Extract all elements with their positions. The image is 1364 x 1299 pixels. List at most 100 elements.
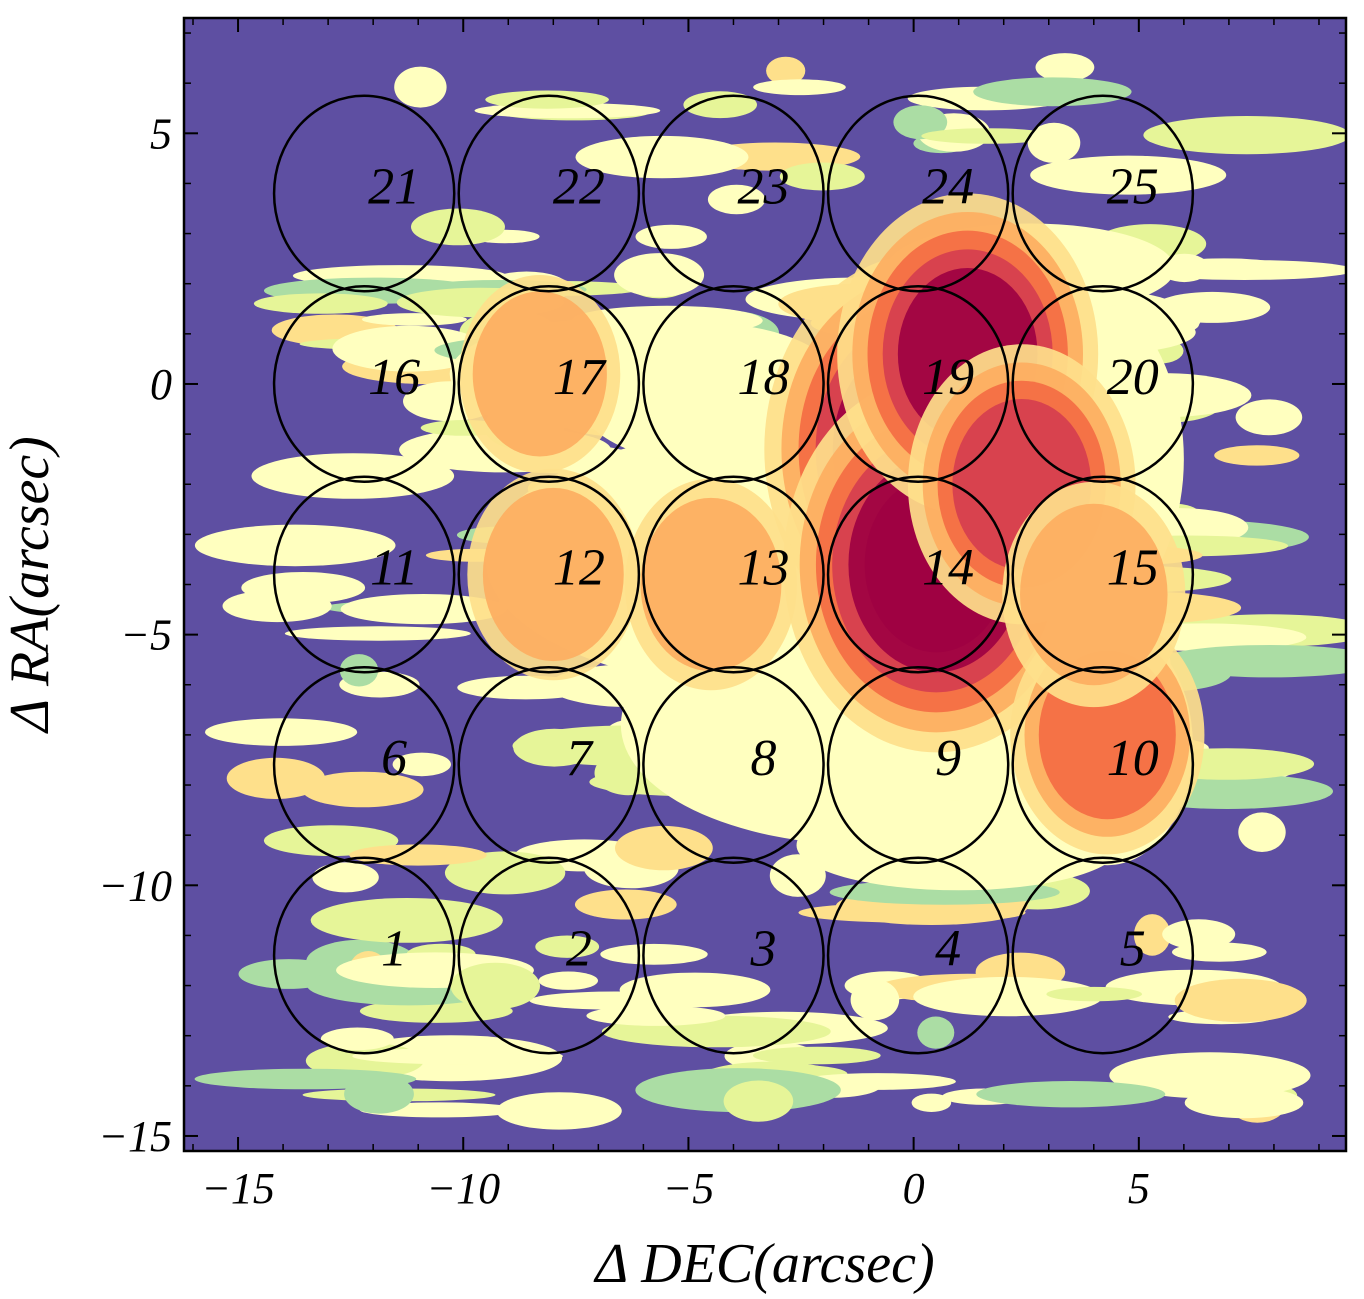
emission-streak [683, 91, 757, 119]
emission-streak [253, 293, 388, 314]
fiber-label-3: 3 [749, 920, 776, 977]
emission-streak [339, 654, 379, 687]
emission-streak [352, 1047, 563, 1065]
tick-layer: −15 −10 −5 0 5 −15 −10 −5 0 5 [98, 18, 1346, 1213]
fiber-label-7: 7 [566, 730, 594, 787]
fiber-label-20: 20 [1107, 349, 1159, 406]
x-tick-label: −10 [426, 1164, 500, 1213]
fiber-label-6: 6 [381, 730, 407, 787]
emission-contour [482, 487, 624, 662]
y-tick-label: 5 [150, 109, 172, 158]
emission-streak [615, 825, 713, 871]
fiber-label-16: 16 [368, 349, 420, 406]
fiber-label-8: 8 [750, 730, 776, 787]
fiber-circle-10 [1011, 665, 1195, 864]
x-tick-label: 0 [903, 1164, 925, 1213]
emission-streak [535, 935, 600, 958]
y-tick-label: −5 [120, 611, 172, 660]
fiber-label-10: 10 [1107, 730, 1159, 787]
fiber-label-2: 2 [566, 920, 592, 977]
emission-streak [917, 1016, 955, 1049]
fiber-circle-25 [1011, 94, 1195, 293]
fiber-circle-18 [642, 284, 825, 483]
emission-streak [752, 1046, 881, 1065]
fiber-circle-8 [642, 665, 825, 864]
emission-streak [893, 105, 948, 140]
fiber-circle-19 [826, 284, 1010, 483]
emission-streak [194, 524, 396, 567]
emission-streak [310, 898, 503, 943]
x-axis-title: Δ DEC(arcsec) [593, 1233, 934, 1294]
emission-contour [640, 497, 782, 672]
emission-streak [973, 77, 1132, 107]
emission-streak [340, 594, 507, 625]
fiber-circle-22 [457, 94, 641, 293]
fiber-circle-1 [272, 856, 456, 1055]
fiber-label-15: 15 [1107, 539, 1159, 596]
emission-streak [850, 979, 900, 1021]
fiber-circle-3 [642, 856, 825, 1055]
emission-streak [411, 208, 505, 246]
emission-streak [1154, 291, 1271, 323]
emission-streak [538, 971, 598, 990]
fiber-label-9: 9 [935, 730, 961, 787]
emission-streak [332, 325, 486, 372]
emission-streak [769, 854, 826, 897]
emission-streak [205, 718, 358, 746]
emission-streak [1157, 645, 1346, 678]
fiber-circle-16 [272, 284, 456, 483]
emission-streak [284, 626, 471, 641]
fiber-circle-23 [642, 94, 825, 293]
fiber-label-18: 18 [737, 349, 789, 406]
fiber-circle-5 [1011, 856, 1195, 1055]
fiber-circle-14 [826, 475, 1010, 674]
emission-streak [1172, 942, 1267, 962]
emission-streak [575, 135, 749, 179]
emission-streak [312, 862, 379, 893]
fiber-circle-24 [826, 94, 1010, 293]
fiber-label-5: 5 [1120, 920, 1146, 977]
emission-streak [619, 972, 771, 1008]
fiber-label-14: 14 [922, 539, 974, 596]
emission-streak [600, 943, 708, 965]
fiber-label-23: 23 [737, 158, 789, 215]
emission-streak [1109, 1052, 1311, 1099]
emission-streak [496, 1092, 622, 1130]
emission-streak [635, 224, 707, 249]
fiber-circle-9 [826, 665, 1010, 864]
fiber-label-19: 19 [922, 349, 974, 406]
emission-streak [485, 90, 609, 109]
fiber-circle-17 [457, 284, 641, 483]
fiber-label-11: 11 [370, 539, 418, 596]
x-tick-label: −15 [201, 1164, 275, 1213]
emission-contour [1020, 503, 1168, 686]
emission-contour [472, 291, 607, 457]
fiber-label-22: 22 [553, 158, 605, 215]
emission-streak [707, 184, 766, 215]
emission-streak [394, 66, 447, 108]
emission-streak [1030, 155, 1227, 195]
emission-streak [586, 1005, 726, 1026]
emission-streak [1174, 978, 1307, 1023]
emission-streak [1027, 122, 1081, 163]
emission-streak [450, 962, 540, 1010]
fiber-label-4: 4 [935, 920, 961, 977]
fiber-circle-21 [272, 94, 456, 293]
emission-streak [222, 589, 332, 623]
y-tick-label: −10 [98, 861, 172, 910]
emission-streak [1035, 53, 1095, 82]
emission-streak [798, 902, 1026, 923]
y-tick-label: −15 [98, 1112, 172, 1161]
emission-streak [361, 313, 467, 326]
emission-streak [1143, 116, 1346, 155]
emission-streak [723, 1080, 794, 1122]
y-tick-label: 0 [150, 360, 172, 409]
fiber-label-21: 21 [368, 158, 420, 215]
emission-layer [194, 53, 1346, 1130]
emission-streak [1133, 914, 1171, 956]
emission-streak [1214, 445, 1300, 466]
fiber-circle-7 [457, 665, 641, 864]
fiber-circle-13 [642, 475, 825, 674]
